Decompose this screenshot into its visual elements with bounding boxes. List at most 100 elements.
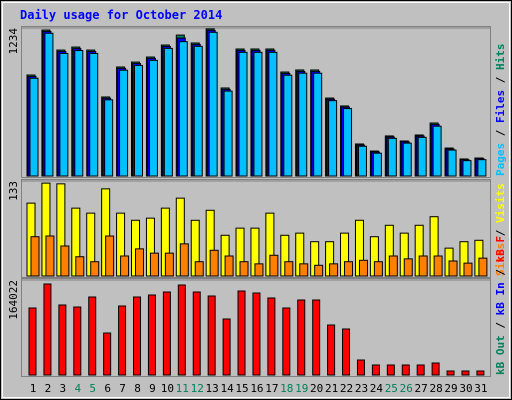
bar [44,32,54,177]
bar [386,364,395,376]
legend: Pages / Files / Hits [494,44,507,177]
bar [417,136,427,177]
bar [118,305,127,376]
bar [299,263,309,277]
bar [433,255,443,277]
x-tick-label: 19 [295,382,308,395]
bar [105,235,115,277]
bar [401,364,410,376]
legend-entry: Pages [494,143,507,176]
bar [329,263,339,277]
bar [371,364,380,376]
x-tick-label: 25 [385,382,398,395]
legend-entry: kB In [494,282,507,315]
x-tick-label: 16 [250,382,263,395]
bar [312,299,321,376]
bar [133,296,142,376]
x-tick-label: 10 [161,382,174,395]
bar [463,262,473,277]
bar [237,290,246,376]
bar [28,307,37,376]
bar [90,261,100,277]
legend-separator: / [494,315,507,335]
bar [73,306,82,376]
bar [222,318,231,376]
x-tick-label: 28 [429,382,442,395]
legend-separator: / [494,123,507,143]
bar [447,149,457,177]
bar [344,261,354,277]
x-tick-label: 24 [370,382,384,395]
bar [208,31,218,177]
bar [402,142,412,177]
bar [268,51,278,177]
bar [416,364,425,376]
x-tick-label: 3 [60,382,67,395]
legend: kB Out / kB In / kB F [494,236,507,375]
x-tick-label: 17 [265,382,278,395]
bar [193,45,203,177]
x-tick-label: 21 [325,382,338,395]
x-tick-label: 8 [134,382,141,395]
bar [147,294,156,376]
legend-entry: kB Out [494,335,507,375]
bar [238,51,248,177]
bar [74,50,84,177]
legend-entry: Files [494,90,507,123]
bar [88,296,97,376]
bar [43,283,52,376]
x-tick-label: 9 [149,382,156,395]
bar [388,255,398,277]
bar [431,362,440,376]
bar [194,261,204,277]
bar [60,245,70,277]
bar [162,291,171,376]
x-tick-label: 4 [74,382,81,395]
legend-entry: Visits [494,183,507,223]
y-tick-label: 1234 [7,28,20,55]
x-tick-label: 29 [444,382,457,395]
bar [418,255,428,277]
x-tick-label: 11 [176,382,189,395]
legend-separator: / [494,70,507,90]
bar [327,324,336,376]
bar [314,264,324,277]
x-tick-label: 1 [30,382,37,395]
bar [59,52,69,177]
bar [148,59,158,177]
x-tick-label: 6 [104,382,111,395]
bar [163,47,173,177]
bar [283,74,293,177]
bar [58,304,67,376]
bar [267,297,276,376]
x-tick-label: 7 [119,382,126,395]
bar [209,249,219,277]
y-tick-label: 164022 [7,280,20,320]
bar [448,260,458,277]
bar [343,108,353,177]
x-tick-label: 30 [459,382,472,395]
bar [75,256,85,277]
bar [253,51,263,177]
bar [177,284,186,376]
legend-entry: Sites [494,243,507,276]
bar [134,64,144,177]
bar [179,243,189,277]
bar [223,90,233,177]
bar [45,235,55,277]
bar [178,41,188,177]
x-tick-label: 2 [45,382,52,395]
x-tick-label: 12 [191,382,204,395]
bar [104,99,114,177]
bar [207,295,216,376]
bar [373,261,383,277]
x-tick-label: 23 [355,382,368,395]
legend-entry: Hits [494,44,507,71]
legend-separator: / [494,262,507,282]
bar [461,370,470,376]
x-tick-label: 14 [220,382,234,395]
x-tick-label: 18 [280,382,293,395]
bar [403,258,413,277]
